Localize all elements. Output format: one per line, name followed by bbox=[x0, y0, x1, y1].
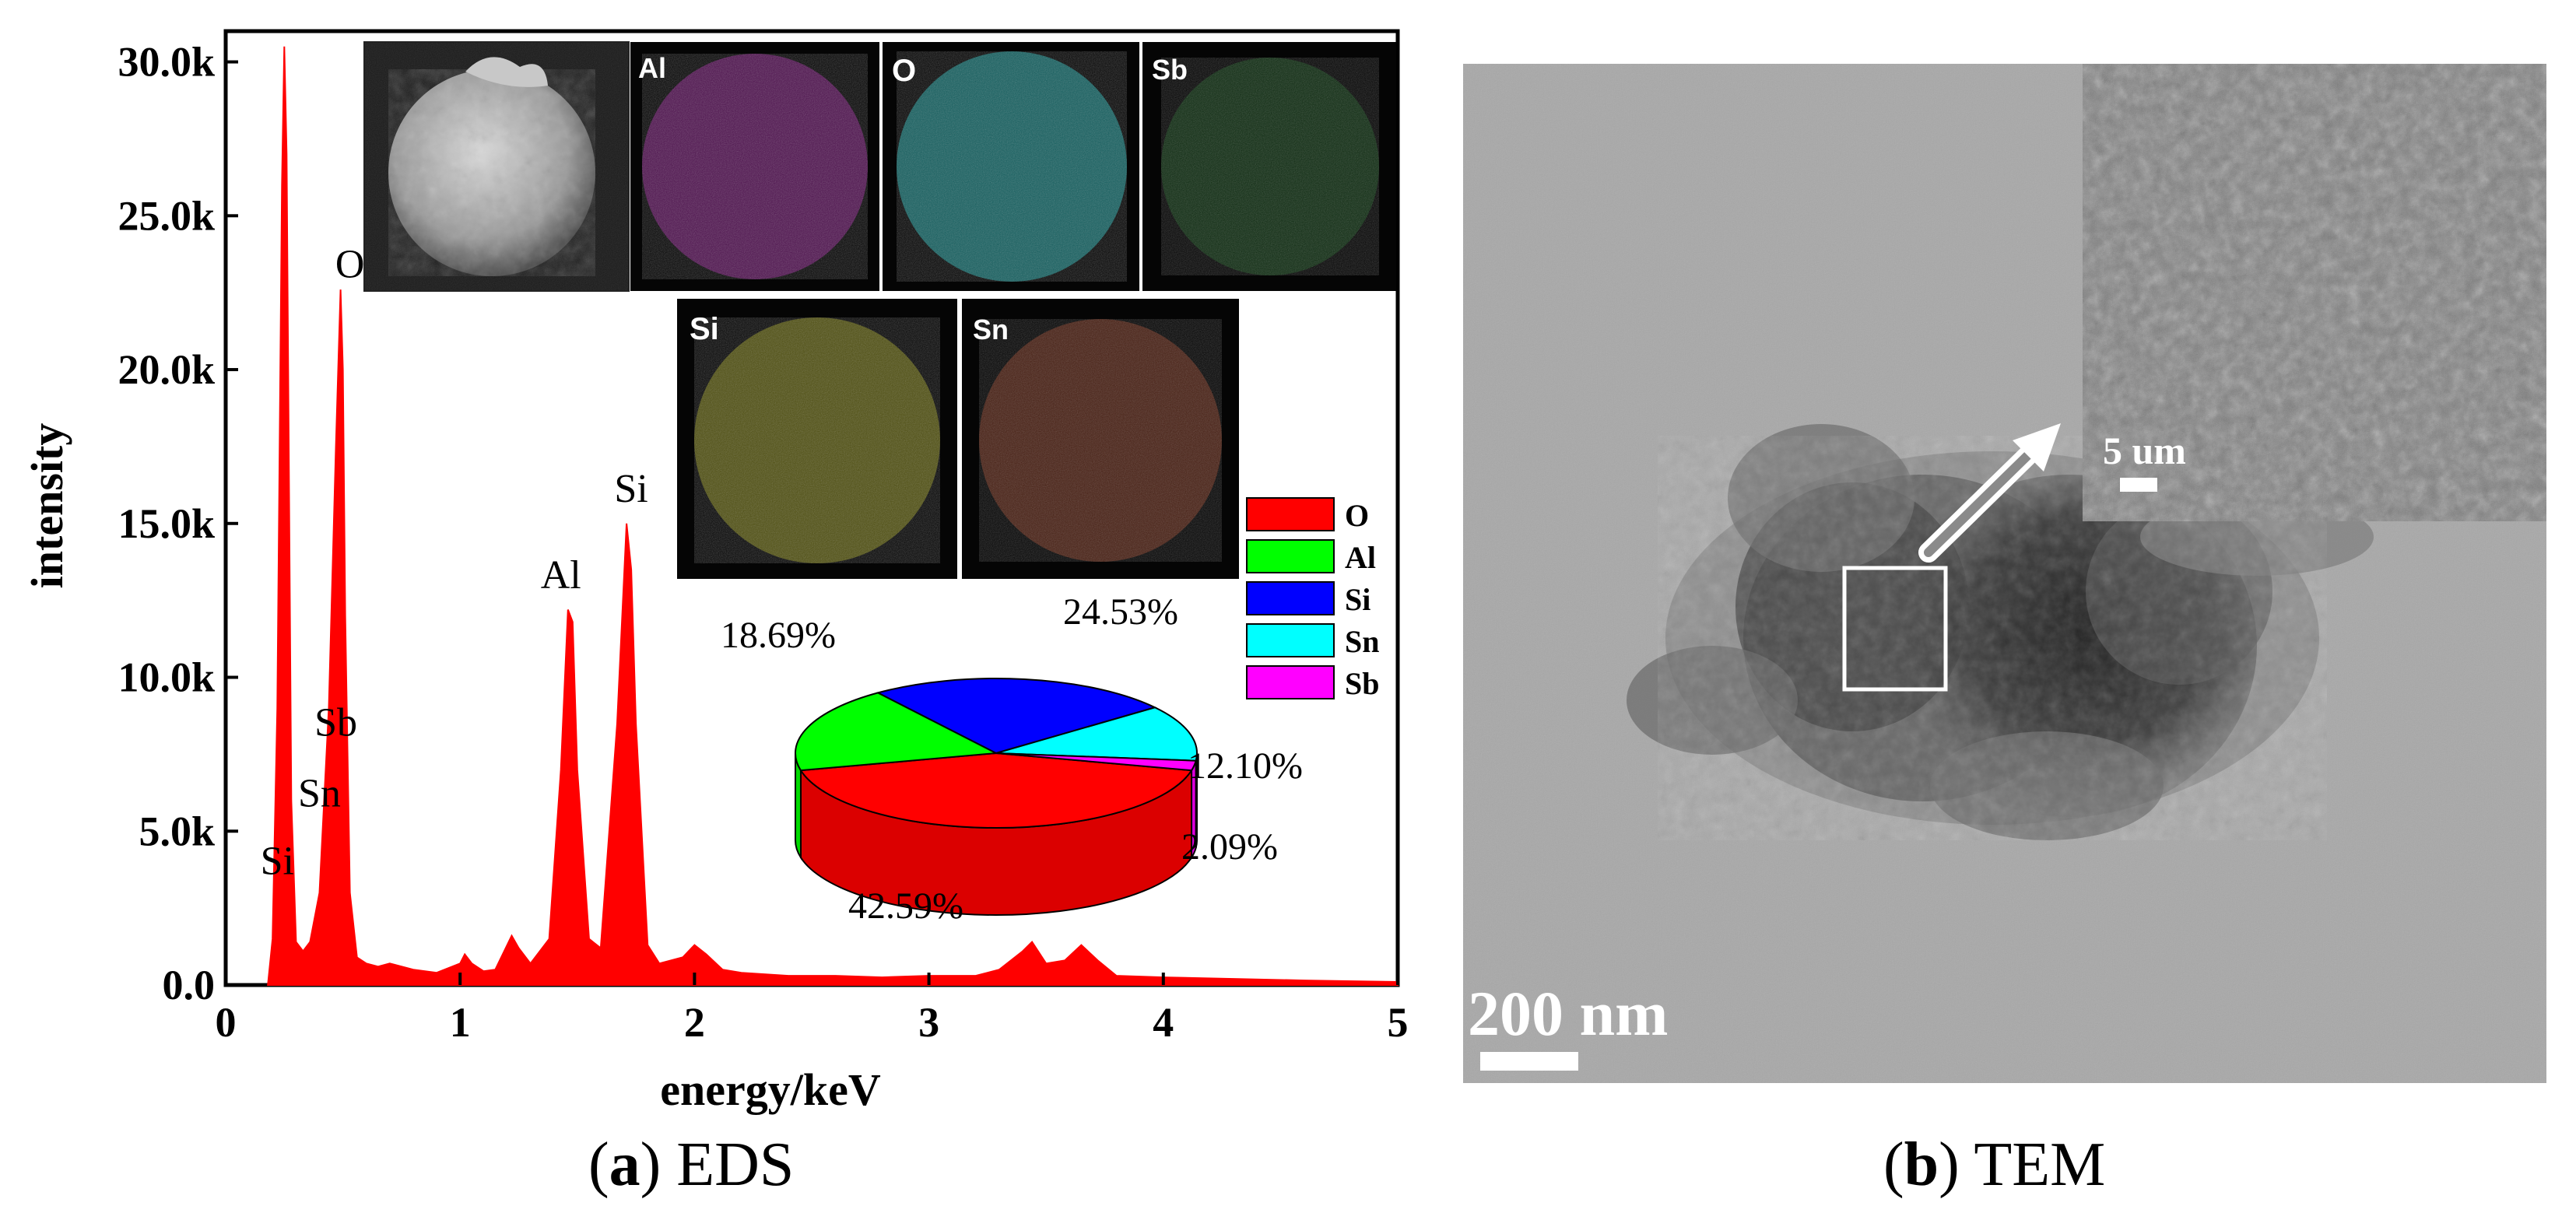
composition-pie-chart bbox=[795, 678, 1198, 917]
si-map-inset: Si bbox=[677, 299, 957, 579]
pie-label: 12.10% bbox=[1188, 745, 1303, 787]
pie-slice bbox=[799, 752, 1193, 829]
x-axis: 0 1 2 3 4 5 bbox=[216, 973, 1409, 1046]
sb-map-inset: Sb bbox=[1142, 42, 1396, 291]
y-tick-label: 10.0k bbox=[118, 654, 215, 701]
legend-label: O bbox=[1345, 498, 1369, 533]
pie-label: 18.69% bbox=[721, 615, 836, 656]
x-tick-label: 1 bbox=[450, 999, 471, 1046]
legend-swatch bbox=[1246, 665, 1335, 699]
y-tick-label: 5.0k bbox=[139, 808, 215, 854]
y-tick-label: 25.0k bbox=[118, 192, 215, 239]
al-map-inset: Al bbox=[630, 42, 879, 291]
peak-label: Si bbox=[614, 467, 648, 511]
legend-swatch bbox=[1246, 623, 1335, 657]
x-axis-label: energy/keV bbox=[660, 1064, 881, 1115]
caption-b-text: TEM bbox=[1974, 1131, 2106, 1199]
selection-box bbox=[1842, 566, 1948, 692]
pie-label: 2.09% bbox=[1181, 826, 1278, 868]
pie-percent-labels: 42.59% 18.69% 24.53% 12.10% 2.09% bbox=[721, 591, 1303, 927]
y-axis: 0.0 5.0k 10.0k 15.0k 20.0k 25.0k 30.0k bbox=[118, 39, 238, 1008]
caption-b-letter: b bbox=[1904, 1131, 1939, 1199]
legend-label: Sn bbox=[1345, 624, 1380, 659]
peak-label: Sb bbox=[314, 701, 357, 745]
pie-label: 42.59% bbox=[848, 885, 963, 927]
y-tick-label: 30.0k bbox=[118, 39, 215, 86]
tem-scalebar bbox=[1480, 1052, 1578, 1071]
al-map-label: Al bbox=[638, 52, 666, 84]
o-map-inset: O bbox=[883, 42, 1139, 291]
x-tick-label: 2 bbox=[684, 999, 705, 1046]
legend-swatch bbox=[1246, 497, 1335, 531]
legend-swatch bbox=[1246, 581, 1335, 615]
pie-slice bbox=[876, 678, 1157, 755]
pie-slice bbox=[795, 692, 999, 772]
x-tick-label: 4 bbox=[1153, 999, 1174, 1046]
hrtem-inset: 5 um bbox=[2083, 64, 2546, 521]
x-tick-label: 3 bbox=[918, 999, 939, 1046]
o-map-label: O bbox=[892, 54, 916, 88]
legend-label: Si bbox=[1345, 582, 1370, 617]
inset-scalebar-label: 5 um bbox=[2103, 429, 2186, 472]
x-tick-label: 0 bbox=[216, 999, 237, 1046]
caption-b: (b) TEM bbox=[1883, 1131, 2106, 1199]
nanoparticle-cluster bbox=[1627, 424, 2374, 840]
spectrum-area bbox=[267, 46, 1399, 986]
peak-label: Si bbox=[261, 840, 294, 884]
pie-slice bbox=[995, 752, 1197, 772]
tem-panel: 5 um 200 nm bbox=[1463, 64, 2546, 1083]
inset-scalebar bbox=[2120, 478, 2157, 492]
pie-label: 24.53% bbox=[1063, 591, 1178, 633]
pie-slice bbox=[995, 706, 1198, 762]
pie-legend: O Al Si Sn Sb bbox=[1246, 497, 1380, 701]
peak-label: Al bbox=[541, 553, 581, 598]
legend-label: Sb bbox=[1345, 666, 1380, 701]
legend-label: Al bbox=[1345, 540, 1376, 575]
x-tick-label: 5 bbox=[1388, 999, 1409, 1046]
peak-label: O bbox=[335, 242, 365, 286]
legend-swatch bbox=[1246, 539, 1335, 573]
si-map-label: Si bbox=[690, 312, 719, 346]
caption-a-text: EDS bbox=[676, 1131, 795, 1199]
sn-map-label: Sn bbox=[973, 314, 1009, 345]
y-tick-label: 0.0 bbox=[163, 962, 216, 1008]
y-tick-label: 20.0k bbox=[118, 346, 215, 393]
sem-image-inset bbox=[363, 41, 630, 292]
peak-label: Sn bbox=[298, 772, 341, 816]
zoom-arrow bbox=[1918, 423, 2061, 563]
caption-a: (a) EDS bbox=[588, 1131, 795, 1199]
y-tick-label: 15.0k bbox=[118, 500, 215, 547]
sb-map-label: Sb bbox=[1152, 54, 1188, 86]
tem-scalebar-label: 200 nm bbox=[1468, 978, 1668, 1049]
caption-a-letter: a bbox=[609, 1131, 640, 1199]
y-axis-label: intensity bbox=[22, 423, 72, 589]
sn-map-inset: Sn bbox=[962, 299, 1239, 579]
